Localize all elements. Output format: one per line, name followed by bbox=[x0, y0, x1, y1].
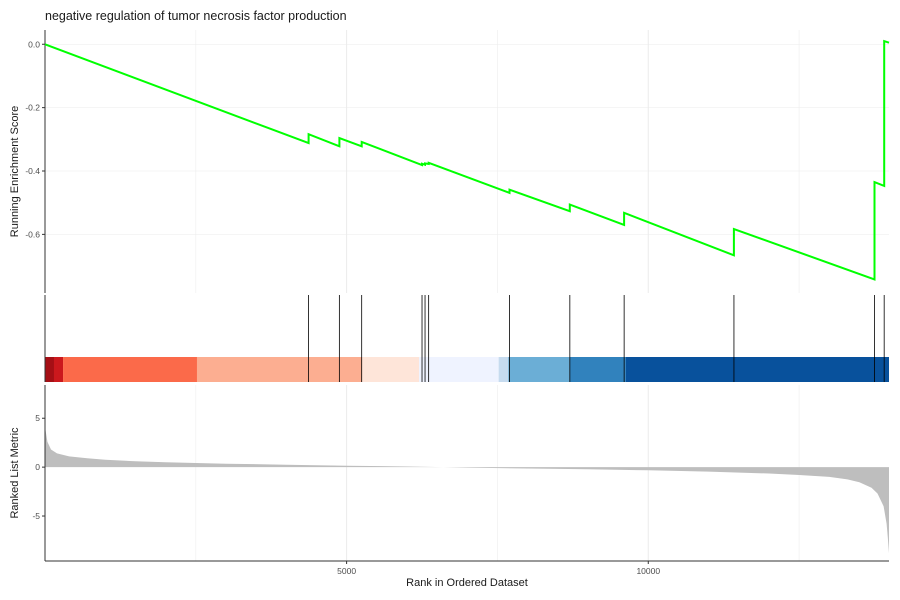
es-y-tick-label: -0.6 bbox=[25, 229, 40, 239]
es-y-tick-label: 0.0 bbox=[28, 39, 40, 49]
es-y-tick-label: -0.2 bbox=[25, 103, 40, 113]
color-band bbox=[498, 357, 509, 382]
gene-hit-lines bbox=[308, 295, 885, 382]
color-band bbox=[569, 357, 626, 382]
es-y-tick-label: -0.4 bbox=[25, 166, 40, 176]
running-enrichment-score-line bbox=[44, 39, 890, 281]
color-band bbox=[362, 357, 420, 382]
rm-panel-y-axis-label: Ranked List Metric bbox=[9, 427, 21, 519]
color-band bbox=[196, 357, 363, 382]
es-panel-grid bbox=[45, 30, 889, 293]
es-panel-y-axis-label: Running Enrichment Score bbox=[9, 106, 21, 237]
color-band bbox=[53, 357, 64, 382]
color-band bbox=[45, 357, 54, 382]
color-band bbox=[625, 357, 889, 382]
rm-y-tick-label: 5 bbox=[35, 413, 40, 423]
color-band bbox=[63, 357, 197, 382]
color-band bbox=[508, 357, 570, 382]
ranked-list-metric-area bbox=[45, 420, 889, 554]
color-band bbox=[419, 357, 499, 382]
x-tick-label: 5000 bbox=[337, 566, 356, 576]
chart-title: negative regulation of tumor necrosis fa… bbox=[45, 9, 347, 23]
x-axis-label: Rank in Ordered Dataset bbox=[406, 577, 528, 589]
ranking-color-bar bbox=[45, 357, 889, 382]
rm-y-tick-label: 0 bbox=[35, 462, 40, 472]
rm-panel-grid bbox=[195, 385, 800, 561]
rm-y-tick-label: -5 bbox=[32, 511, 40, 521]
x-tick-label: 10000 bbox=[636, 566, 660, 576]
rm-panel-y-ticks: 5 0 -5 bbox=[32, 413, 45, 521]
es-panel-y-ticks: 0.0 -0.2 -0.4 -0.6 bbox=[25, 39, 45, 239]
x-axis-ticks: 5000 10000 bbox=[337, 561, 660, 576]
